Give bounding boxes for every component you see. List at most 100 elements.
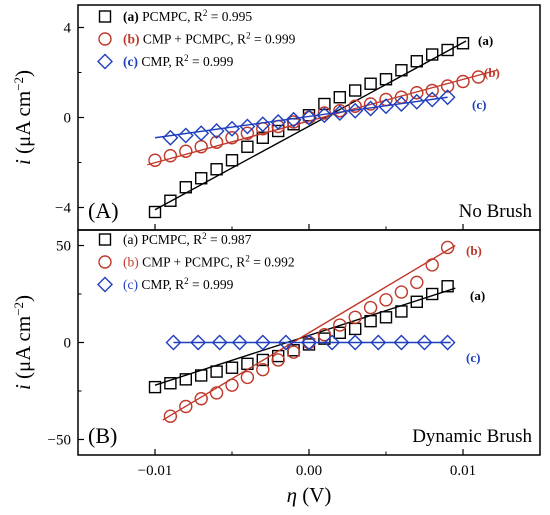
data-point-c bbox=[239, 118, 256, 135]
data-point-c bbox=[393, 96, 410, 112]
data-point-a bbox=[210, 365, 223, 378]
data-point-a bbox=[410, 295, 423, 308]
data-point-c bbox=[301, 334, 317, 351]
curve-label-c: (c) bbox=[466, 350, 480, 365]
data-point-a bbox=[179, 181, 193, 194]
series-b bbox=[147, 69, 498, 167]
y-tick-label: 50 bbox=[56, 239, 71, 255]
data-point-c bbox=[190, 334, 207, 351]
legend-marker-a bbox=[98, 10, 112, 23]
legend-r2-value: 0.999 bbox=[265, 32, 296, 47]
data-point-b bbox=[194, 140, 208, 154]
data-point-b bbox=[240, 126, 255, 140]
data-point-b bbox=[456, 74, 470, 89]
legend-tag: (b) bbox=[123, 32, 140, 47]
curve-label-c: (c) bbox=[472, 97, 486, 112]
data-point-b bbox=[256, 362, 270, 377]
legend: (a) PCMPC, R2 = 0.987(b) CMP + PCMPC, R2… bbox=[97, 231, 295, 293]
curve-label-b: (b) bbox=[466, 243, 482, 258]
legend-marker-c bbox=[97, 276, 113, 293]
data-point-b bbox=[425, 83, 439, 98]
legend-r2-superscript: 2 bbox=[245, 254, 250, 264]
data-point-b bbox=[471, 70, 486, 84]
data-point-c bbox=[285, 111, 302, 128]
data-point-b bbox=[209, 135, 224, 149]
data-point-a bbox=[225, 361, 239, 374]
data-point-b bbox=[271, 119, 285, 134]
data-point-a bbox=[364, 314, 377, 328]
data-point-c bbox=[177, 127, 194, 144]
data-point-b bbox=[286, 345, 301, 359]
data-point-a bbox=[456, 37, 470, 50]
legend-marker-c bbox=[97, 53, 113, 70]
data-point-b bbox=[209, 386, 224, 400]
data-point-a bbox=[364, 77, 377, 90]
legend-r2-superscript: 2 bbox=[184, 276, 189, 286]
legend-tag: (a) bbox=[123, 9, 139, 24]
data-point-a bbox=[164, 377, 177, 390]
x-axis-label-symbol: η bbox=[287, 483, 297, 507]
data-point-b bbox=[163, 149, 178, 163]
panel-label: (A) bbox=[88, 198, 119, 223]
legend-tag: (c) bbox=[123, 54, 138, 69]
data-point-c bbox=[362, 100, 379, 117]
legend-entry-a: (a) PCMPC, R2 = 0.987 bbox=[123, 231, 252, 247]
legend-r2-value: 0.999 bbox=[203, 277, 234, 292]
legend-tag: (b) bbox=[123, 255, 139, 270]
data-point-b bbox=[363, 300, 378, 315]
legend-r2-value: 0.992 bbox=[264, 255, 294, 270]
data-point-a bbox=[395, 64, 408, 77]
data-point-a bbox=[241, 140, 254, 153]
legend-r2-equals: = bbox=[207, 232, 221, 247]
y-tick-label: 4 bbox=[64, 21, 72, 37]
data-point-c bbox=[347, 102, 364, 119]
data-point-a bbox=[194, 172, 208, 185]
legend-r2-equals: = bbox=[189, 54, 203, 69]
data-point-b bbox=[225, 378, 239, 392]
data-point-a bbox=[395, 305, 408, 318]
data-point-c bbox=[324, 334, 341, 351]
series-b bbox=[162, 240, 456, 423]
legend-name: CMP + PCMPC bbox=[139, 255, 230, 270]
data-point-c bbox=[277, 334, 294, 351]
data-point-a bbox=[194, 369, 208, 382]
data-point-c bbox=[231, 334, 248, 351]
y-axis-label-close: ) bbox=[11, 70, 35, 77]
y-tick-label: 0 bbox=[64, 336, 72, 352]
legend-tag: (a) bbox=[123, 232, 138, 247]
legend-r2-value: 0.999 bbox=[203, 54, 234, 69]
data-point-a bbox=[225, 154, 239, 167]
data-point-a bbox=[410, 55, 423, 68]
data-point-c bbox=[424, 91, 441, 108]
legend-entry-b: (b) CMP + PCMPC, R2 = 0.999 bbox=[123, 31, 296, 47]
legend-r2-value: 0.995 bbox=[222, 9, 253, 24]
data-point-b bbox=[410, 275, 424, 290]
legend-r2-prefix: , R bbox=[230, 255, 246, 270]
legend-r2-superscript: 2 bbox=[203, 8, 208, 18]
curve-label-b: (b) bbox=[484, 65, 500, 80]
x-tick-label: 0.00 bbox=[296, 463, 322, 479]
data-point-c bbox=[165, 334, 182, 351]
data-point-a bbox=[349, 84, 362, 97]
legend-r2-equals: = bbox=[251, 32, 265, 47]
fit-line-a bbox=[154, 287, 456, 386]
y-axis-label-symbol: i bbox=[11, 159, 35, 165]
data-point-c bbox=[378, 98, 394, 115]
legend-entry-a: (a) PCMPC, R2 = 0.995 bbox=[123, 8, 252, 24]
legend-r2-superscript: 2 bbox=[184, 53, 189, 63]
data-point-b bbox=[179, 399, 193, 414]
data-point-a bbox=[210, 163, 223, 176]
y-tick-label: −50 bbox=[48, 432, 71, 448]
data-point-b bbox=[317, 328, 332, 342]
data-point-c bbox=[270, 114, 287, 130]
data-point-c bbox=[439, 334, 456, 351]
data-point-a bbox=[179, 373, 193, 386]
y-axis-label: i (μA cm−2) bbox=[11, 70, 36, 165]
data-point-a bbox=[441, 280, 454, 293]
data-point-b bbox=[271, 353, 285, 367]
data-point-b bbox=[440, 240, 455, 255]
data-point-a bbox=[349, 322, 362, 336]
curve-label-a: (a) bbox=[470, 288, 485, 303]
